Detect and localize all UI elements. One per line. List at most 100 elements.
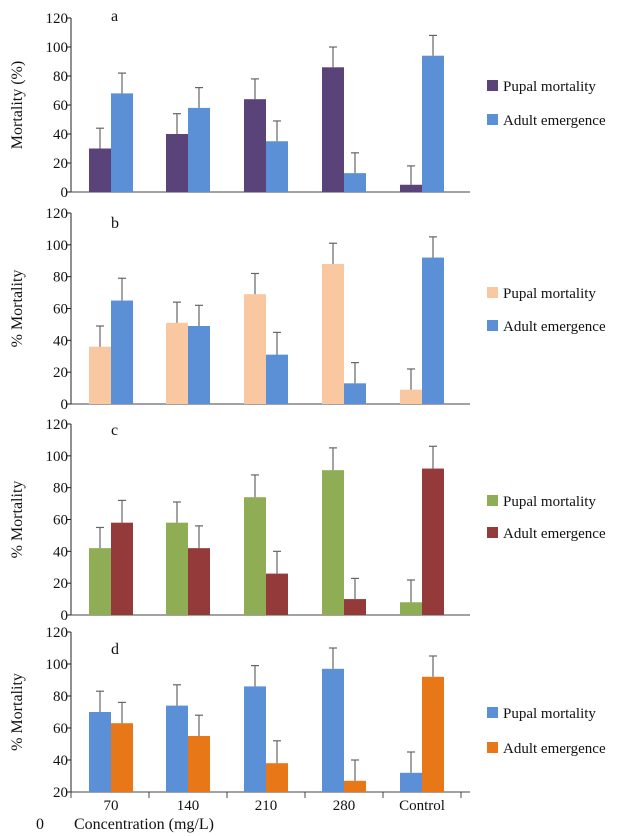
legend-label: Pupal mortality <box>503 79 596 95</box>
bar-adult-emergence-140 <box>188 107 210 192</box>
y-tick-label: 100 <box>46 657 69 673</box>
bar-adult-emergence-140 <box>188 548 210 615</box>
bar-pupal-mortality-control <box>400 602 422 615</box>
y-tick-label: 20 <box>53 576 68 592</box>
y-tick-label: 120 <box>46 206 69 222</box>
y-axis-label: % Mortality <box>9 481 26 559</box>
y-tick-label: 0 <box>61 397 69 413</box>
bar-pupal-mortality-210 <box>244 497 266 615</box>
y-tick-label: 80 <box>53 689 68 705</box>
y-tick-label: 80 <box>53 270 68 286</box>
bar-adult-emergence-control <box>422 55 444 193</box>
bar-adult-emergence-210 <box>266 763 288 792</box>
y-tick-label: 80 <box>53 481 68 497</box>
bar-pupal-mortality-70 <box>89 712 111 792</box>
panel-letter: a <box>111 8 118 25</box>
legend-swatch <box>487 495 498 506</box>
bar-pupal-mortality-140 <box>166 322 188 404</box>
bar-pupal-mortality-210 <box>244 294 266 404</box>
legend-swatch <box>487 527 498 538</box>
x-tick-label: 280 <box>333 798 356 814</box>
bar-pupal-mortality-140 <box>166 705 188 792</box>
bar-adult-emergence-210 <box>266 354 288 404</box>
legend-label: Adult emergence <box>503 741 606 757</box>
y-tick-label: 40 <box>53 333 68 349</box>
panels: 0 20 40 60 80 100 120 Mortality (%) a Pupal morta… <box>9 8 606 814</box>
panel-letter: b <box>111 215 119 232</box>
legend-label: Pupal mortality <box>503 706 596 722</box>
bar-adult-emergence-280 <box>344 173 366 192</box>
bar-pupal-mortality-280 <box>322 67 344 192</box>
bar-adult-emergence-control <box>422 468 444 615</box>
panel-letter: c <box>111 422 118 439</box>
x-axis-label: Concentration (mg/L) <box>74 816 214 833</box>
y-tick-label: 20 <box>53 785 68 801</box>
bar-adult-emergence-280 <box>344 383 366 404</box>
y-tick-label: 120 <box>46 11 69 27</box>
x-tick-label: 70 <box>104 798 119 814</box>
y-tick-label: 20 <box>53 365 68 381</box>
y-tick-label: 120 <box>46 417 69 433</box>
bar-adult-emergence-70 <box>111 723 133 792</box>
legend-label: Adult emergence <box>503 526 606 542</box>
legend-swatch <box>487 80 498 91</box>
bar-pupal-mortality-280 <box>322 470 344 615</box>
bar-pupal-mortality-control <box>400 772 422 792</box>
legend-label: Adult emergence <box>503 319 606 335</box>
stray-zero-label: 0 <box>36 816 44 833</box>
bar-adult-emergence-control <box>422 676 444 792</box>
legend-swatch <box>487 707 498 718</box>
y-tick-label: 40 <box>53 753 68 769</box>
bar-adult-emergence-280 <box>344 780 366 792</box>
panel-a: 0 20 40 60 80 100 120 Mortality (%) a Pupal morta… <box>9 8 606 201</box>
y-tick-label: 60 <box>53 513 68 529</box>
bar-pupal-mortality-control <box>400 389 422 404</box>
x-tick-label: 210 <box>255 798 278 814</box>
legend-swatch <box>487 114 498 125</box>
bar-pupal-mortality-control <box>400 184 422 192</box>
y-tick-label: 0 <box>61 185 69 201</box>
y-tick-label: 100 <box>46 238 69 254</box>
legend-swatch <box>487 287 498 298</box>
bar-pupal-mortality-140 <box>166 522 188 615</box>
bar-adult-emergence-280 <box>344 599 366 615</box>
x-category-labels: 70 140 210 280 Control <box>70 792 462 814</box>
bar-pupal-mortality-70 <box>89 346 111 404</box>
bar-adult-emergence-70 <box>111 93 133 192</box>
y-tick-label: 20 <box>53 156 68 172</box>
bar-pupal-mortality-280 <box>322 668 344 792</box>
x-tick-label: 140 <box>177 798 200 814</box>
bar-pupal-mortality-140 <box>166 134 188 192</box>
y-tick-label: 40 <box>53 544 68 560</box>
bar-adult-emergence-140 <box>188 736 210 792</box>
legend-swatch <box>487 320 498 331</box>
bar-pupal-mortality-70 <box>89 548 111 615</box>
panel-b: 0 20 40 60 80 100 120 % Mortality b Pupal mortali… <box>9 206 606 413</box>
x-tick-label: Control <box>399 798 445 814</box>
y-tick-label: 60 <box>53 302 68 318</box>
bar-pupal-mortality-210 <box>244 99 266 192</box>
y-tick-label: 100 <box>46 40 69 56</box>
bar-pupal-mortality-70 <box>89 148 111 192</box>
y-axis-label: % Mortality <box>9 270 26 348</box>
y-axis-label: Mortality (%) <box>9 61 26 149</box>
y-tick-label: 60 <box>53 98 68 114</box>
bar-adult-emergence-70 <box>111 522 133 615</box>
y-tick-label: 120 <box>46 625 69 641</box>
panel-c: 0 20 40 60 80 100 120 % Mortality c Pupal mortali… <box>9 417 606 624</box>
panel-d: 20 40 60 80 100 120 % Mortality d Pupal mortalit… <box>9 625 606 801</box>
legend-label: Pupal mortality <box>503 286 596 302</box>
legend-swatch <box>487 742 498 753</box>
bar-adult-emergence-control <box>422 257 444 404</box>
y-tick-label: 40 <box>53 127 68 143</box>
y-axis-label: % Mortality <box>9 673 26 751</box>
bar-adult-emergence-210 <box>266 141 288 192</box>
y-tick-label: 100 <box>46 449 69 465</box>
y-tick-label: 80 <box>53 69 68 85</box>
y-tick-label: 0 <box>61 608 69 624</box>
bar-adult-emergence-210 <box>266 573 288 615</box>
bar-pupal-mortality-280 <box>322 263 344 404</box>
panel-letter: d <box>111 641 119 658</box>
bar-pupal-mortality-210 <box>244 686 266 792</box>
